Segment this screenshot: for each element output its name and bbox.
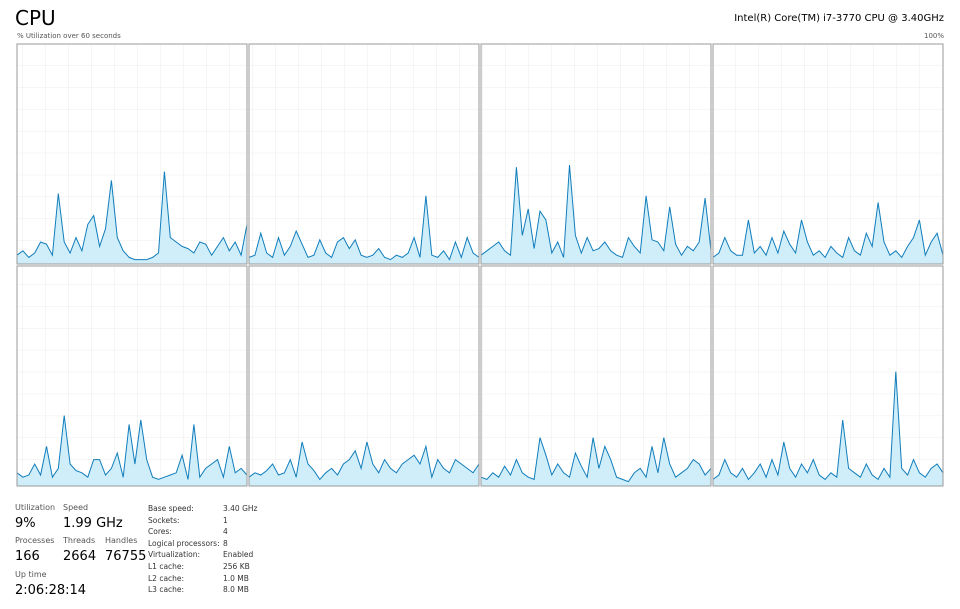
graph-border [16,43,248,265]
detail-value: 3.40 GHz [223,504,258,513]
stat-value: 1.99 GHz [63,516,123,531]
graph-border [248,43,480,265]
graph-border [712,265,944,487]
detail-label: L1 cache: [148,562,185,571]
detail-label: L2 cache: [148,573,185,583]
detail-label: L3 cache: [148,585,185,595]
graph-background [249,44,479,264]
graph-background [481,266,711,486]
graph-border [16,265,248,487]
utilization-line [16,415,248,480]
utilization-area [713,371,943,486]
stat-value: 9% [15,516,36,531]
graph-background [17,44,247,264]
stat-label: Handles [105,536,138,545]
axis-max: 100% [923,32,944,40]
graph-background [713,266,943,486]
utilization-line [248,441,480,481]
stat-value: 2664 [63,549,97,564]
detail-label: Base speed: [148,504,194,513]
utilization-area [17,171,247,264]
detail-value: 8.0 MB [223,585,249,595]
detail-label: Virtualization: [148,550,201,560]
graph-border [712,43,944,265]
stat-value: 76755 [105,549,147,564]
graphs [16,43,944,487]
detail-value: 1 [223,515,228,525]
detail-label: Cores: [148,527,172,537]
stat-label: Utilization [15,503,56,512]
utilization-line [16,171,248,261]
graph-border [248,265,480,487]
utilization-line [712,202,944,259]
stat-label: Processes [15,536,55,545]
utilization-line [480,437,712,483]
graph-border [480,43,712,265]
graph-border [480,265,712,487]
stat-label: Speed [63,503,89,512]
processor: Intel(R) Core(TM) i7-3770 CPU @ 3.40GHz [734,13,944,24]
detail-label: Sockets: [148,515,180,525]
stat-label: Threads [63,536,96,545]
utilization-line [480,164,712,259]
detail-value: 1.0 MB [223,573,249,583]
utilization-line [712,371,944,481]
utilization-area [481,165,711,264]
detail-value: Enabled [223,550,254,560]
detail-label: Logical processors: [148,538,220,548]
detail-value: 4 [223,527,228,537]
detail-value: 8 [223,538,228,548]
stat-label: Up time [15,570,47,579]
stat-value: 166 [15,549,40,564]
utilization-area [713,202,943,264]
graph-background [713,44,943,264]
utilization-area [249,442,479,486]
axis-label: % Utilization over 60 seconds [17,32,121,40]
stat-value: 2:06:28:14 [15,583,87,598]
title: CPU [15,6,56,30]
graph-background [249,266,479,486]
utilization-line [248,195,480,261]
detail-value: 256 KB [223,562,250,571]
